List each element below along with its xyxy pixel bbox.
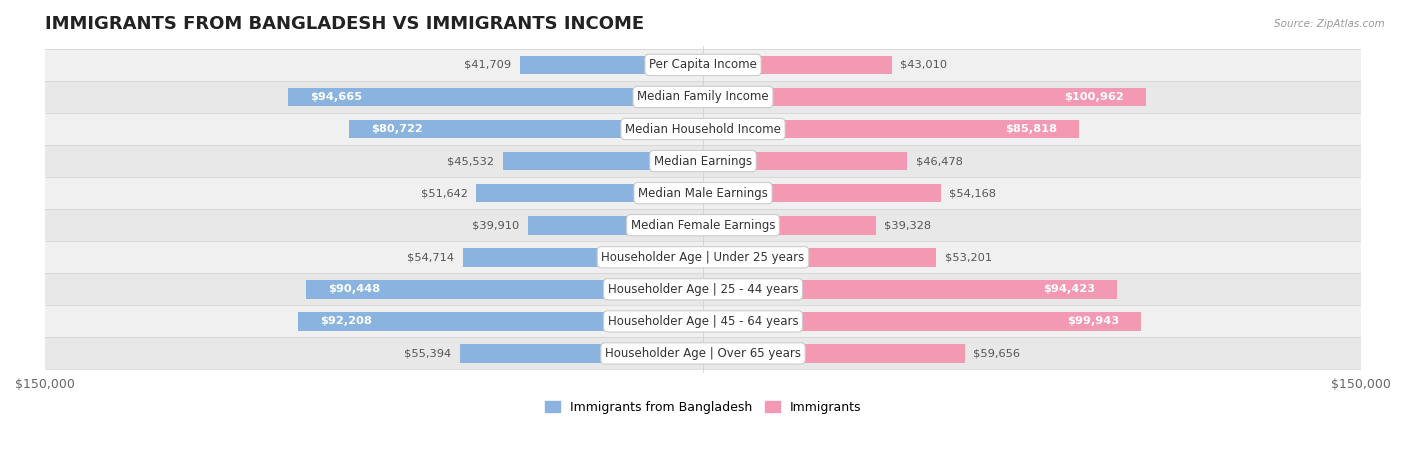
Text: Median Female Earnings: Median Female Earnings [631, 219, 775, 232]
FancyBboxPatch shape [45, 241, 1361, 273]
FancyBboxPatch shape [45, 145, 1361, 177]
Text: $41,709: $41,709 [464, 60, 512, 70]
Text: Median Family Income: Median Family Income [637, 91, 769, 104]
Text: $45,532: $45,532 [447, 156, 495, 166]
Text: $94,665: $94,665 [309, 92, 361, 102]
FancyBboxPatch shape [45, 305, 1361, 338]
Text: Median Male Earnings: Median Male Earnings [638, 187, 768, 200]
Text: $53,201: $53,201 [945, 252, 993, 262]
Bar [520, 56, 703, 74]
Text: Householder Age | 45 - 64 years: Householder Age | 45 - 64 years [607, 315, 799, 328]
FancyBboxPatch shape [45, 273, 1361, 305]
Text: Householder Age | Over 65 years: Householder Age | Over 65 years [605, 347, 801, 360]
Text: $55,394: $55,394 [404, 348, 451, 359]
Bar [703, 312, 1142, 331]
Text: IMMIGRANTS FROM BANGLADESH VS IMMIGRANTS INCOME: IMMIGRANTS FROM BANGLADESH VS IMMIGRANTS… [45, 15, 644, 33]
Bar [349, 120, 703, 138]
Text: $94,423: $94,423 [1043, 284, 1095, 294]
Bar [460, 344, 703, 363]
Bar [477, 184, 703, 203]
FancyBboxPatch shape [45, 338, 1361, 369]
FancyBboxPatch shape [45, 81, 1361, 113]
Text: Householder Age | Under 25 years: Householder Age | Under 25 years [602, 251, 804, 264]
Text: Median Earnings: Median Earnings [654, 155, 752, 168]
Text: Median Household Income: Median Household Income [626, 122, 780, 135]
Bar [703, 248, 936, 267]
Text: $100,962: $100,962 [1064, 92, 1123, 102]
Text: $80,722: $80,722 [371, 124, 423, 134]
Text: $85,818: $85,818 [1005, 124, 1057, 134]
Bar [503, 152, 703, 170]
FancyBboxPatch shape [45, 177, 1361, 209]
FancyBboxPatch shape [45, 209, 1361, 241]
Bar [307, 280, 703, 298]
Bar [703, 56, 891, 74]
Bar [703, 184, 941, 203]
Text: $54,168: $54,168 [949, 188, 997, 198]
Bar [703, 152, 907, 170]
Bar [703, 88, 1146, 106]
Text: $43,010: $43,010 [900, 60, 948, 70]
Bar [288, 88, 703, 106]
Text: $99,943: $99,943 [1067, 317, 1119, 326]
Text: Per Capita Income: Per Capita Income [650, 58, 756, 71]
Text: $51,642: $51,642 [420, 188, 468, 198]
Text: $39,328: $39,328 [884, 220, 931, 230]
Text: $39,910: $39,910 [472, 220, 519, 230]
Text: Source: ZipAtlas.com: Source: ZipAtlas.com [1274, 19, 1385, 28]
FancyBboxPatch shape [45, 49, 1361, 81]
Bar [703, 216, 876, 234]
Bar [703, 280, 1118, 298]
Legend: Immigrants from Bangladesh, Immigrants: Immigrants from Bangladesh, Immigrants [540, 396, 866, 419]
Text: Householder Age | 25 - 44 years: Householder Age | 25 - 44 years [607, 283, 799, 296]
Bar [298, 312, 703, 331]
Bar [703, 344, 965, 363]
Bar [703, 120, 1080, 138]
Bar [463, 248, 703, 267]
Bar [527, 216, 703, 234]
Text: $59,656: $59,656 [973, 348, 1021, 359]
Text: $54,714: $54,714 [408, 252, 454, 262]
Text: $90,448: $90,448 [328, 284, 380, 294]
FancyBboxPatch shape [45, 113, 1361, 145]
Text: $46,478: $46,478 [915, 156, 963, 166]
Text: $92,208: $92,208 [321, 317, 373, 326]
